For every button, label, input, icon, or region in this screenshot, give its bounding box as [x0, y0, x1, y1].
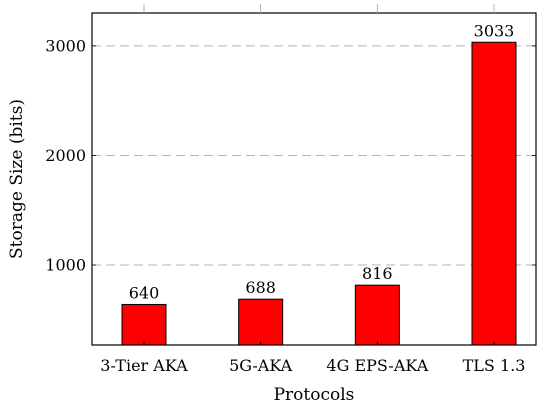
y-axis-label: Storage Size (bits): [7, 99, 27, 259]
x-axis-label: Protocols: [274, 385, 355, 405]
x-tick-label: 5G-AKA: [229, 356, 293, 375]
bar: [121, 303, 167, 346]
axis-ticks: [92, 4, 536, 345]
plot-area-frame: [91, 12, 537, 346]
bars: [121, 41, 517, 346]
bar-value-label: 688: [245, 278, 276, 297]
bar: [471, 41, 517, 346]
tick-labels: 1000 2000 3000 3-Tier AKA 5G-AKA 4G EPS-AKA TL…: [45, 36, 525, 375]
bar-value-label: 640: [129, 283, 160, 302]
data-labels: 640 688 816 3033: [129, 21, 515, 302]
bar-value-label: 3033: [474, 21, 515, 40]
gridlines: [92, 45, 536, 266]
y-tick-label: 1000: [45, 256, 86, 275]
x-tick-label: 3-Tier AKA: [100, 356, 188, 375]
bar-value-label: 816: [362, 264, 393, 283]
x-tick-label: TLS 1.3: [463, 356, 526, 375]
y-tick-label: 2000: [45, 146, 86, 165]
y-tick-label: 3000: [45, 36, 86, 55]
bar: [238, 298, 284, 346]
x-tick-label: 4G EPS-AKA: [326, 356, 428, 375]
bar: [354, 284, 400, 346]
